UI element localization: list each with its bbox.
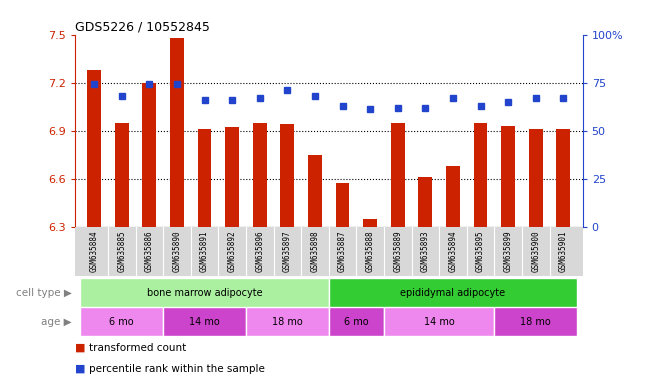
Bar bbox=[225, 127, 239, 227]
Bar bbox=[557, 129, 570, 227]
Bar bbox=[246, 307, 329, 336]
Bar bbox=[143, 83, 156, 227]
Bar bbox=[80, 278, 329, 307]
Text: GSM635886: GSM635886 bbox=[145, 230, 154, 272]
Text: GSM635887: GSM635887 bbox=[338, 230, 347, 272]
Text: GSM635884: GSM635884 bbox=[90, 230, 99, 272]
Text: GSM635892: GSM635892 bbox=[228, 230, 237, 272]
Bar bbox=[329, 278, 577, 307]
Text: 6 mo: 6 mo bbox=[109, 316, 134, 327]
Text: GSM635889: GSM635889 bbox=[393, 230, 402, 272]
Bar bbox=[474, 122, 488, 227]
Text: GDS5226 / 10552845: GDS5226 / 10552845 bbox=[75, 20, 210, 33]
Text: GSM635897: GSM635897 bbox=[283, 230, 292, 272]
Text: GSM635900: GSM635900 bbox=[531, 230, 540, 272]
Bar bbox=[170, 38, 184, 227]
Text: GSM635888: GSM635888 bbox=[366, 230, 374, 272]
Bar bbox=[281, 124, 294, 227]
Text: cell type ▶: cell type ▶ bbox=[16, 288, 72, 298]
Text: ■: ■ bbox=[75, 364, 85, 374]
Text: 18 mo: 18 mo bbox=[272, 316, 303, 327]
Text: age ▶: age ▶ bbox=[41, 316, 72, 327]
Bar bbox=[115, 122, 129, 227]
Text: GSM635893: GSM635893 bbox=[421, 230, 430, 272]
Bar bbox=[419, 177, 432, 227]
Bar bbox=[163, 307, 246, 336]
Text: GSM635891: GSM635891 bbox=[200, 230, 209, 272]
Bar bbox=[384, 307, 494, 336]
Text: GSM635894: GSM635894 bbox=[449, 230, 458, 272]
Bar bbox=[329, 307, 384, 336]
Bar bbox=[308, 154, 322, 227]
Text: 14 mo: 14 mo bbox=[189, 316, 220, 327]
Bar bbox=[363, 218, 377, 227]
Bar bbox=[253, 122, 267, 227]
Text: transformed count: transformed count bbox=[89, 343, 186, 353]
Text: bone marrow adipocyte: bone marrow adipocyte bbox=[146, 288, 262, 298]
Bar bbox=[87, 70, 101, 227]
Text: GSM635890: GSM635890 bbox=[173, 230, 182, 272]
Text: GSM635898: GSM635898 bbox=[311, 230, 320, 272]
Text: ■: ■ bbox=[75, 343, 85, 353]
Text: GSM635901: GSM635901 bbox=[559, 230, 568, 272]
Text: 18 mo: 18 mo bbox=[520, 316, 551, 327]
Text: GSM635896: GSM635896 bbox=[255, 230, 264, 272]
Bar bbox=[80, 307, 163, 336]
Bar bbox=[494, 307, 577, 336]
Text: percentile rank within the sample: percentile rank within the sample bbox=[89, 364, 265, 374]
Bar bbox=[198, 129, 212, 227]
Text: GSM635885: GSM635885 bbox=[117, 230, 126, 272]
Text: 6 mo: 6 mo bbox=[344, 316, 368, 327]
Text: GSM635899: GSM635899 bbox=[504, 230, 512, 272]
Bar bbox=[501, 126, 515, 227]
Text: GSM635895: GSM635895 bbox=[476, 230, 485, 272]
Bar bbox=[529, 129, 543, 227]
Bar bbox=[336, 183, 350, 227]
Bar bbox=[391, 122, 405, 227]
Text: 14 mo: 14 mo bbox=[424, 316, 454, 327]
Text: epididymal adipocyte: epididymal adipocyte bbox=[400, 288, 506, 298]
Bar bbox=[446, 166, 460, 227]
